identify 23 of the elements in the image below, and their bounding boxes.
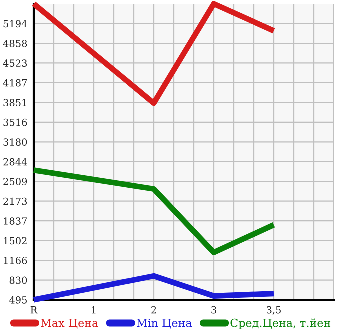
y-tick-label: 3516	[4, 118, 28, 126]
y-tick-label: 3180	[4, 138, 28, 146]
legend-label: Max Цена	[41, 319, 98, 329]
y-tick-label: 2844	[4, 158, 28, 166]
y-tick-label: 4523	[3, 60, 28, 68]
x-tick-label: 3,5	[267, 306, 281, 315]
y-tick-label: 1166	[4, 257, 28, 264]
y-tick-label: 5194	[4, 20, 28, 28]
legend-label: Сред.Цена, т.йен	[230, 318, 331, 330]
y-tick-label: 2173	[4, 198, 28, 206]
y-tick-label: 3851	[4, 99, 26, 107]
y-tick-label: 830	[10, 276, 28, 284]
y-tick-label: 4858	[3, 40, 28, 48]
legend-label: Min Цена	[136, 318, 192, 329]
y-tick-label: 2509	[4, 178, 28, 186]
y-tick-label: 1502	[4, 237, 27, 245]
y-tick-label: 1837	[4, 218, 28, 225]
x-tick-label: 2	[152, 306, 156, 314]
y-tick-label: 495	[9, 296, 27, 304]
x-tick-label: 3	[212, 306, 216, 314]
x-tick-label: R	[30, 306, 38, 314]
x-tick-label: 1	[92, 306, 96, 314]
y-tick-label: 4187	[3, 79, 28, 87]
